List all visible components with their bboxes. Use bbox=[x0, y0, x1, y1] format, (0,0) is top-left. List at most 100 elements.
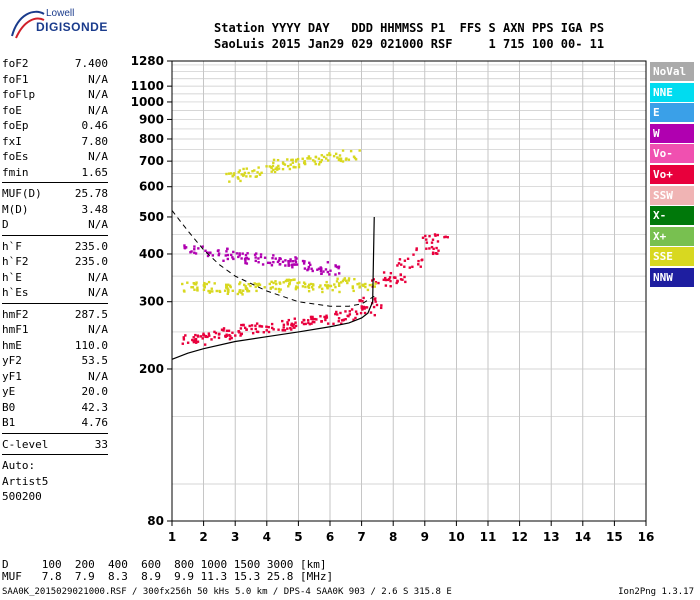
echo-point bbox=[245, 287, 249, 290]
echo-point bbox=[268, 165, 271, 168]
param-name: hmF2 bbox=[2, 307, 29, 321]
echo-point bbox=[217, 252, 221, 255]
echo-point bbox=[328, 152, 331, 155]
echo-point bbox=[312, 288, 315, 291]
echo-point bbox=[322, 270, 325, 273]
echo-point bbox=[281, 260, 285, 263]
echo-point bbox=[341, 149, 345, 152]
echo-point bbox=[364, 285, 367, 289]
echo-point bbox=[218, 289, 221, 293]
echo-point bbox=[290, 323, 293, 327]
echo-point bbox=[237, 171, 240, 174]
logo-line1: Lowell bbox=[46, 8, 75, 19]
echo-point bbox=[294, 166, 297, 169]
echo-point bbox=[277, 328, 280, 331]
echo-point bbox=[255, 282, 258, 286]
echo-point bbox=[274, 257, 277, 260]
echo-point bbox=[243, 326, 247, 330]
echo-point bbox=[255, 289, 258, 293]
echo-point bbox=[302, 281, 306, 284]
echo-point bbox=[238, 252, 241, 255]
echo-point bbox=[347, 279, 351, 282]
echo-point bbox=[308, 261, 311, 264]
echo-point bbox=[329, 284, 333, 288]
echo-point bbox=[195, 341, 198, 344]
echo-point bbox=[271, 286, 274, 289]
echo-point bbox=[286, 323, 289, 326]
echo-point bbox=[285, 278, 289, 282]
echo-point bbox=[358, 282, 361, 285]
echo-point bbox=[269, 286, 273, 290]
echo-point bbox=[380, 304, 383, 307]
echo-point bbox=[309, 157, 312, 160]
echo-point bbox=[437, 249, 440, 252]
echo-point bbox=[431, 238, 435, 241]
echo-point bbox=[325, 314, 328, 317]
echo-point bbox=[234, 334, 237, 337]
parameter-panel: foF2 7.400 foF1 N/A foFlp N/A foE N/A foEp 0.… bbox=[2, 56, 108, 505]
echo-point bbox=[408, 266, 412, 269]
echo-point bbox=[206, 335, 209, 339]
echo-point bbox=[231, 256, 234, 259]
echo-point bbox=[277, 287, 280, 291]
echo-point bbox=[321, 290, 324, 294]
echo-point bbox=[258, 172, 262, 176]
echo-point bbox=[291, 260, 295, 263]
echo-point bbox=[246, 252, 249, 255]
echo-point bbox=[249, 175, 252, 178]
echo-point bbox=[384, 284, 388, 287]
echo-point bbox=[207, 289, 210, 293]
echo-point bbox=[241, 289, 245, 292]
echo-point bbox=[277, 167, 281, 170]
echo-point bbox=[243, 171, 247, 175]
echo-point bbox=[207, 332, 211, 335]
x-tick-label: 3 bbox=[231, 530, 239, 544]
echo-point bbox=[292, 263, 295, 266]
param-value: 7.80 bbox=[81, 134, 109, 148]
echo-point bbox=[183, 246, 187, 250]
param-name: foF1 bbox=[2, 72, 29, 86]
echo-point bbox=[282, 281, 285, 284]
echo-point bbox=[273, 170, 277, 174]
echo-point bbox=[334, 264, 337, 267]
echo-point bbox=[235, 252, 239, 255]
echo-point bbox=[265, 165, 268, 168]
x-tick-label: 11 bbox=[480, 530, 497, 544]
echo-point bbox=[300, 321, 304, 324]
echo-point bbox=[270, 170, 273, 173]
echo-point bbox=[225, 250, 228, 253]
param-row: fmin 1.65 bbox=[2, 165, 108, 181]
echo-point bbox=[236, 176, 240, 179]
param-value: 3.48 bbox=[81, 202, 109, 216]
echo-point bbox=[359, 311, 363, 315]
y-tick-label: 1100 bbox=[131, 79, 164, 93]
echo-point bbox=[331, 288, 334, 292]
echo-point bbox=[365, 306, 369, 309]
echo-point bbox=[270, 264, 274, 267]
echo-point bbox=[334, 152, 338, 156]
echo-point bbox=[319, 315, 322, 318]
echo-point bbox=[337, 266, 340, 270]
echo-point bbox=[275, 167, 278, 171]
echo-point bbox=[334, 312, 337, 316]
echo-point bbox=[193, 245, 196, 248]
echo-point bbox=[247, 257, 250, 261]
y-tick-label: 900 bbox=[139, 112, 164, 126]
legend-item: X- bbox=[650, 206, 694, 226]
footer-version: Ion2Png 1.3.17 bbox=[618, 587, 694, 597]
echo-point bbox=[231, 175, 234, 178]
echo-point bbox=[256, 171, 259, 174]
echo-point bbox=[236, 292, 239, 296]
echo-point bbox=[288, 282, 291, 286]
echo-point bbox=[310, 317, 313, 321]
echo-point bbox=[272, 168, 275, 172]
echo-point bbox=[231, 289, 234, 293]
echo-point bbox=[213, 330, 216, 334]
echo-point bbox=[242, 167, 245, 171]
echo-point bbox=[302, 262, 306, 265]
echo-point bbox=[324, 318, 327, 322]
echo-point bbox=[245, 175, 248, 178]
echo-point bbox=[296, 286, 300, 289]
echo-point bbox=[399, 273, 402, 276]
echo-point bbox=[295, 285, 298, 288]
